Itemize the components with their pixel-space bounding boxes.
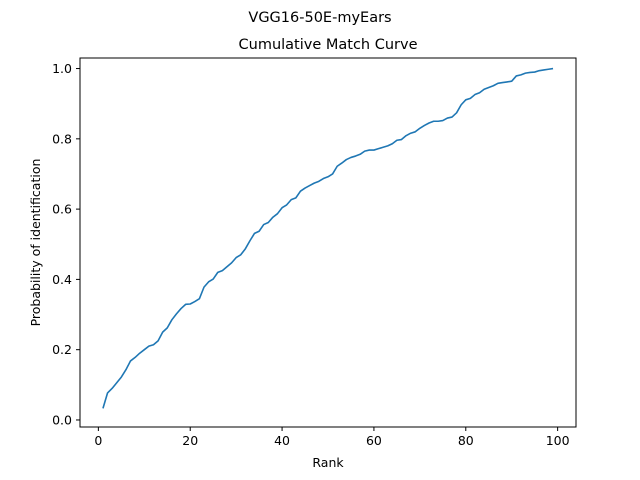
x-tick-label: 40 bbox=[274, 433, 290, 448]
y-tick-label: 0.6 bbox=[52, 202, 72, 217]
y-tick-label: 0.8 bbox=[52, 131, 72, 146]
y-axis: 0.0 0.2 0.4 0.6 0.8 1.0 bbox=[52, 61, 80, 427]
x-axis-label: Rank bbox=[312, 455, 344, 470]
x-tick-label: 100 bbox=[546, 433, 570, 448]
chart-title: Cumulative Match Curve bbox=[239, 37, 418, 53]
plot-area bbox=[102, 67, 554, 409]
x-tick-label: 60 bbox=[366, 433, 382, 448]
plot-frame bbox=[79, 57, 577, 428]
x-tick-label: 20 bbox=[182, 433, 198, 448]
y-tick-label: 0.2 bbox=[52, 342, 72, 357]
figure-suptitle: VGG16-50E-myEars bbox=[248, 10, 391, 26]
y-axis-label: Probability of identification bbox=[28, 159, 43, 327]
y-tick-label: 0.0 bbox=[52, 412, 72, 427]
x-axis: 0 20 40 60 80 100 bbox=[94, 427, 570, 448]
y-tick-label: 0.4 bbox=[52, 272, 72, 287]
y-tick-label: 1.0 bbox=[52, 61, 72, 76]
x-tick-label: 80 bbox=[458, 433, 474, 448]
series-line-0 bbox=[102, 67, 554, 409]
x-tick-label: 0 bbox=[94, 433, 102, 448]
